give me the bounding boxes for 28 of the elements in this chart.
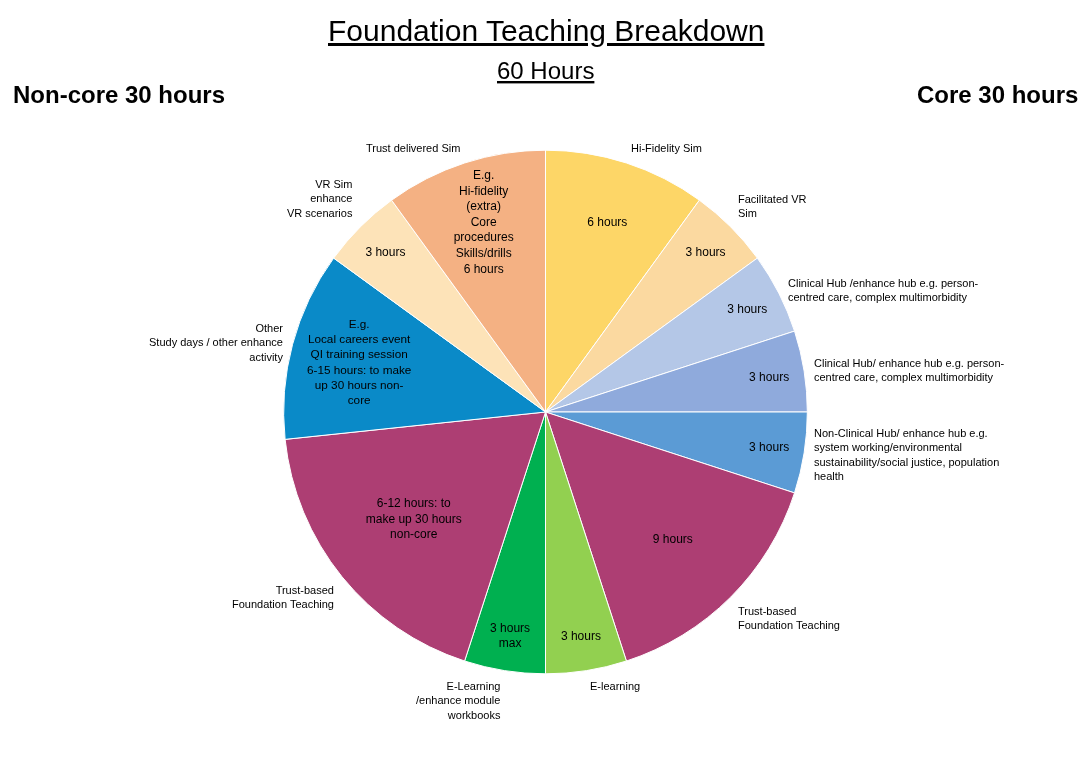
data-label: 6 hours <box>587 214 628 229</box>
data-label: E.g. Local careers event QI training session 6-15 hours: to make up 30 hours non- core <box>306 316 412 407</box>
data-label: E.g. Hi-fidelity (extra) Core procedures Skills/drills 6 hours <box>453 167 514 276</box>
slice-label: E-learning <box>590 680 641 692</box>
slice-label: VR Sim enhance VR scenarios <box>287 178 353 219</box>
slice-label: Non-Clinical Hub/ enhance hub e.g. system working/environmental sustainability/social justice, population health <box>814 427 1000 482</box>
slice-label: E-Learning /enhance module workbooks <box>416 680 501 721</box>
slice-label: Clinical Hub /enhance hub e.g. person- centred care, complex multimorbidity <box>788 277 979 304</box>
data-label: 3 hours <box>685 244 726 259</box>
slice-label: Trust-based Foundation Teaching <box>738 605 840 632</box>
slice-label: Other Study days / other enhance activity <box>149 322 284 363</box>
data-label: 3 hours max <box>490 620 531 651</box>
slice-label: Facilitated VR Sim <box>738 193 807 220</box>
slice-label: Trust delivered Sim <box>366 142 461 154</box>
text: Non-core 30 hours <box>13 81 226 108</box>
data-label: 3 hours <box>749 440 790 455</box>
chart-title: Foundation Teaching Breakdown <box>328 14 765 47</box>
slice-label: Hi-Fidelity Sim <box>631 142 702 154</box>
slice-label: Trust-based Foundation Teaching <box>232 584 334 611</box>
text: Core 30 hours <box>917 81 1079 108</box>
data-label: 3 hours <box>749 369 790 384</box>
chart-subtitle: 60 Hours <box>497 57 595 84</box>
data-label: 3 hours <box>560 628 601 643</box>
data-label: 9 hours <box>652 532 693 547</box>
data-label: 3 hours <box>727 302 768 317</box>
data-label: 6-12 hours: to make up 30 hours non-core <box>365 496 462 542</box>
slice-label: Clinical Hub/ enhance hub e.g. person- centred care, complex multimorbidity <box>814 357 1005 384</box>
data-label: 3 hours <box>365 244 406 259</box>
